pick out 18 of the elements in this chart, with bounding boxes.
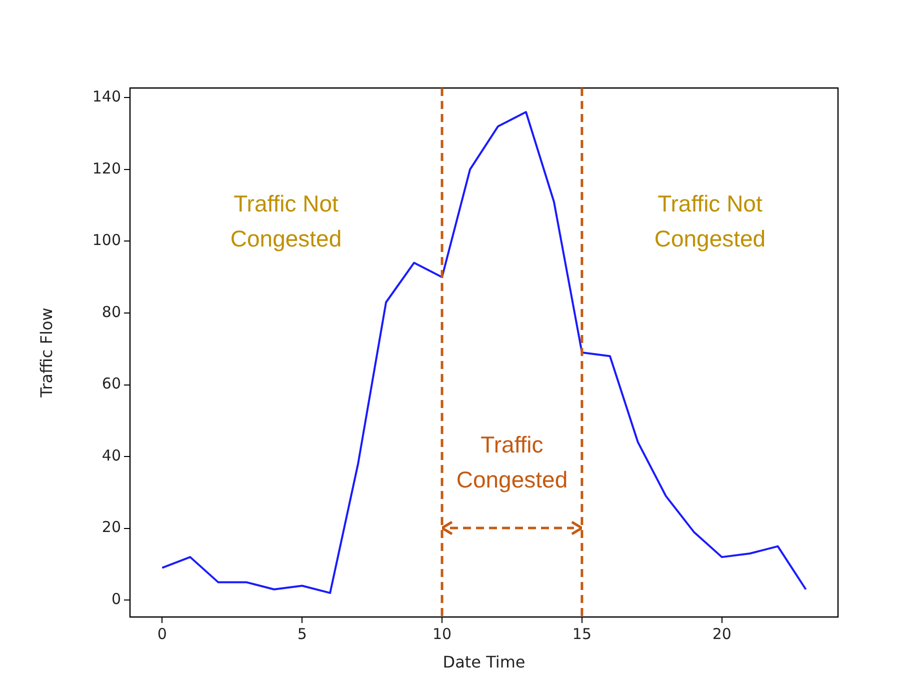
annotation: Traffic Not Congested — [230, 190, 342, 252]
y-tick-label: 60 — [102, 374, 121, 393]
x-tick-label: 20 — [712, 624, 732, 643]
x-tick-label: 15 — [572, 624, 592, 643]
y-tick-label: 0 — [111, 590, 121, 608]
x-axis-title: Date Time — [442, 652, 526, 672]
y-tick-label: 120 — [92, 159, 121, 178]
annotation: Traffic Congested — [456, 431, 568, 492]
x-tick-label: 0 — [157, 624, 167, 643]
x-tick-label: 10 — [432, 624, 452, 643]
annotation: Traffic Not Congested — [654, 190, 766, 252]
y-tick-label: 80 — [102, 302, 121, 321]
y-tick-label: 140 — [92, 88, 121, 106]
y-axis-title: Traffic Flow — [36, 308, 56, 398]
x-tick-label: 5 — [297, 624, 307, 643]
y-tick-label: 40 — [102, 446, 121, 464]
y-tick-label: 100 — [92, 231, 121, 250]
y-tick-label: 20 — [102, 518, 121, 536]
